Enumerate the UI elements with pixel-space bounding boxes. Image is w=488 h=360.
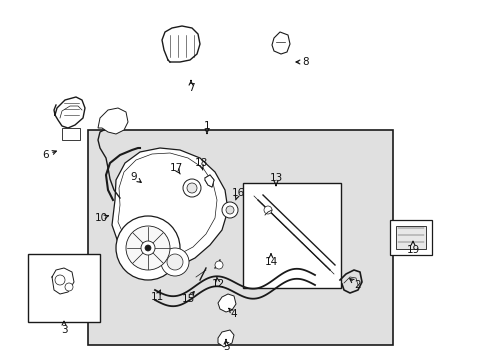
Text: 8: 8 xyxy=(302,57,309,67)
Circle shape xyxy=(65,283,73,291)
Text: 18: 18 xyxy=(194,158,207,168)
Circle shape xyxy=(167,254,183,270)
Circle shape xyxy=(145,245,151,251)
Text: 15: 15 xyxy=(181,294,194,304)
Text: 4: 4 xyxy=(230,309,237,319)
Polygon shape xyxy=(204,175,214,187)
Text: 16: 16 xyxy=(231,188,244,198)
Circle shape xyxy=(222,202,238,218)
Circle shape xyxy=(215,261,223,269)
Circle shape xyxy=(183,179,201,197)
Circle shape xyxy=(116,216,180,280)
Circle shape xyxy=(126,226,170,270)
Text: 2: 2 xyxy=(354,280,361,290)
Text: 10: 10 xyxy=(94,213,107,223)
Text: 17: 17 xyxy=(169,163,182,173)
Text: 5: 5 xyxy=(222,342,229,352)
Polygon shape xyxy=(218,294,236,312)
Text: 19: 19 xyxy=(406,245,419,255)
Bar xyxy=(88,130,392,345)
Text: 6: 6 xyxy=(42,150,49,160)
Text: 11: 11 xyxy=(150,292,163,302)
Text: 12: 12 xyxy=(211,279,224,289)
Polygon shape xyxy=(98,108,128,134)
Circle shape xyxy=(161,248,189,276)
Circle shape xyxy=(225,206,234,214)
Circle shape xyxy=(186,183,197,193)
Bar xyxy=(395,226,425,249)
Circle shape xyxy=(55,275,65,285)
Text: 7: 7 xyxy=(187,83,194,93)
Circle shape xyxy=(264,206,271,214)
Text: 14: 14 xyxy=(264,257,277,267)
Text: 1: 1 xyxy=(203,121,210,131)
Text: 9: 9 xyxy=(130,172,137,182)
Text: 13: 13 xyxy=(269,173,282,183)
Polygon shape xyxy=(112,148,227,270)
Bar xyxy=(243,183,340,288)
Polygon shape xyxy=(218,330,234,347)
Text: 3: 3 xyxy=(61,325,67,335)
Bar xyxy=(62,128,80,140)
Bar xyxy=(389,220,431,255)
Circle shape xyxy=(141,241,155,255)
Bar xyxy=(28,254,100,322)
Polygon shape xyxy=(271,32,289,54)
